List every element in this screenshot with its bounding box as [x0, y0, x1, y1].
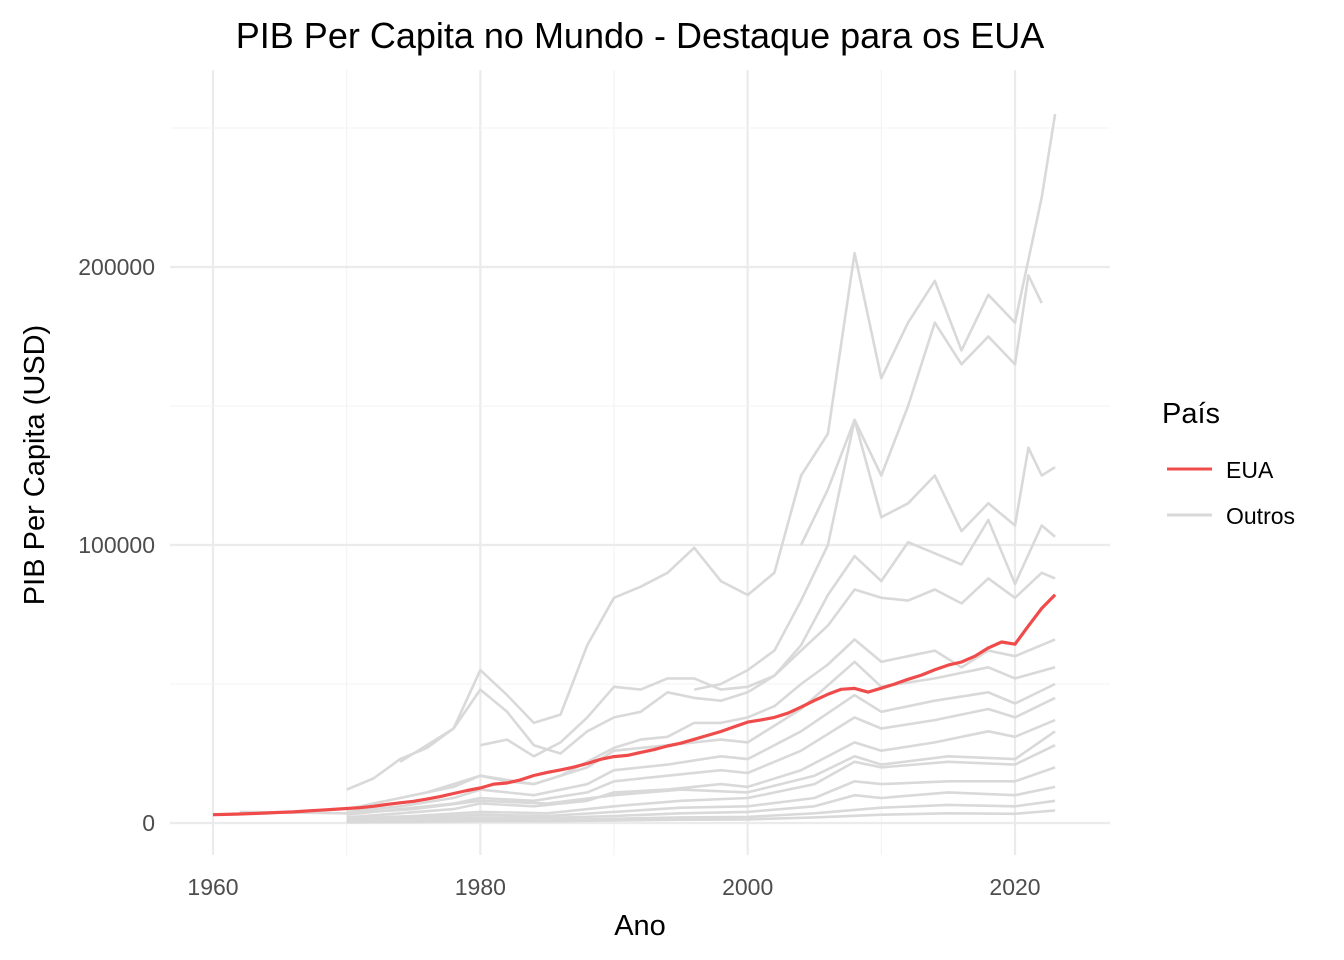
y-axis-ticks: 0 100000 200000	[78, 254, 155, 836]
legend-label-eua: EUA	[1226, 457, 1274, 483]
x-tick-label: 2000	[722, 874, 773, 900]
other-series-line-10	[346, 718, 1056, 819]
other-series-line-8	[346, 682, 1056, 814]
x-tick-label: 1960	[187, 874, 238, 900]
x-axis-title: Ano	[614, 910, 666, 942]
other-series-line-2	[799, 273, 1043, 546]
grid	[170, 70, 1110, 855]
y-axis-title: PIB Per Capita (USD)	[19, 325, 51, 605]
other-series-line-11	[346, 744, 1056, 821]
series-line-eua	[212, 593, 1057, 817]
legend-title: País	[1162, 398, 1220, 430]
other-series-line-15	[346, 799, 1056, 823]
y-tick-label: 0	[142, 810, 155, 836]
other-series-line-12	[346, 766, 1056, 822]
highlight-series-line	[212, 593, 1057, 817]
other-series-line-1	[346, 113, 1057, 791]
other-series-line-16	[346, 809, 1056, 824]
x-tick-label: 1980	[455, 874, 506, 900]
legend-label-outros: Outros	[1226, 503, 1295, 529]
y-tick-label: 200000	[78, 254, 155, 280]
x-axis-ticks: 1960 1980 2000 2020	[187, 874, 1040, 900]
other-series-line-3	[693, 418, 1056, 691]
legend: País EUA Outros	[1162, 398, 1295, 529]
other-series-lines	[239, 113, 1057, 824]
chart-title: PIB Per Capita no Mundo - Destaque para …	[236, 15, 1044, 56]
other-series-line-14	[346, 785, 1056, 823]
other-series-line-9	[346, 696, 1056, 816]
other-series-line-13	[239, 730, 1056, 815]
x-tick-label: 2020	[989, 874, 1040, 900]
other-series-line-7	[346, 660, 1056, 811]
other-series-line-5	[399, 571, 1056, 763]
y-tick-label: 100000	[78, 532, 155, 558]
